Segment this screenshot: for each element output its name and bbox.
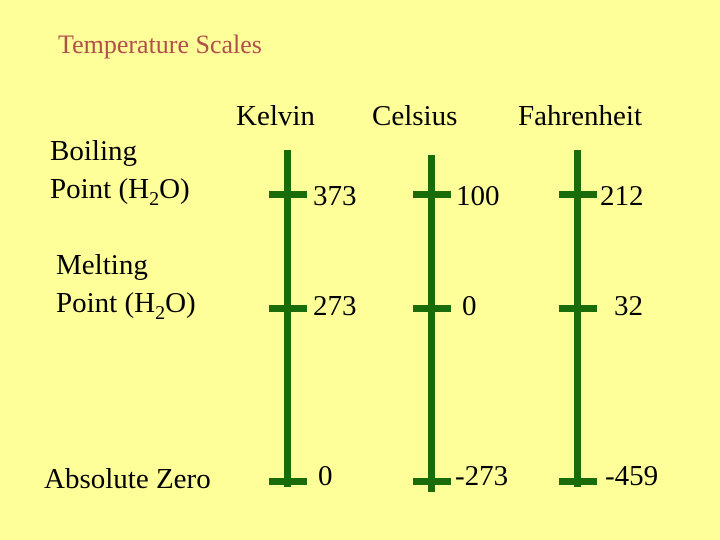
celsius-tick-melting: [413, 305, 451, 312]
celsius-header: Celsius: [372, 100, 458, 132]
kelvin-zero-value: 0: [318, 460, 333, 492]
fahrenheit-melting-value: 32: [614, 290, 643, 322]
boiling-label-line2: Point (H2O): [50, 173, 190, 210]
melting-point-label: Melting Point (H2O): [56, 246, 196, 332]
boiling-point-label: Boiling Point (H2O): [50, 132, 190, 218]
kelvin-tick-melting: [269, 305, 307, 312]
kelvin-tick-boiling: [269, 191, 307, 198]
page-title: Temperature Scales: [58, 30, 262, 59]
fahrenheit-zero-value: -459: [605, 460, 659, 492]
fahrenheit-header: Fahrenheit: [518, 100, 643, 132]
kelvin-header: Kelvin: [236, 100, 315, 132]
melting-label-line1: Melting: [56, 249, 148, 281]
celsius-tick-boiling: [413, 191, 451, 198]
kelvin-tick-zero: [269, 478, 307, 485]
celsius-tick-zero: [413, 478, 451, 485]
fahrenheit-tick-boiling: [559, 191, 597, 198]
fahrenheit-tick-zero: [559, 478, 597, 485]
boiling-label-line1: Boiling: [50, 135, 138, 167]
fahrenheit-scale-bar: [574, 150, 581, 487]
celsius-melting-value: 0: [462, 290, 477, 322]
fahrenheit-boiling-value: 212: [600, 180, 644, 212]
absolute-zero-label: Absolute Zero: [44, 463, 211, 495]
celsius-scale-bar: [428, 155, 435, 492]
fahrenheit-tick-melting: [559, 305, 597, 312]
kelvin-boiling-value: 373: [313, 180, 357, 212]
kelvin-melting-value: 273: [313, 290, 357, 322]
celsius-boiling-value: 100: [456, 180, 500, 212]
melting-label-line2: Point (H2O): [56, 287, 196, 324]
celsius-zero-value: -273: [455, 460, 509, 492]
kelvin-scale-bar: [284, 150, 291, 487]
